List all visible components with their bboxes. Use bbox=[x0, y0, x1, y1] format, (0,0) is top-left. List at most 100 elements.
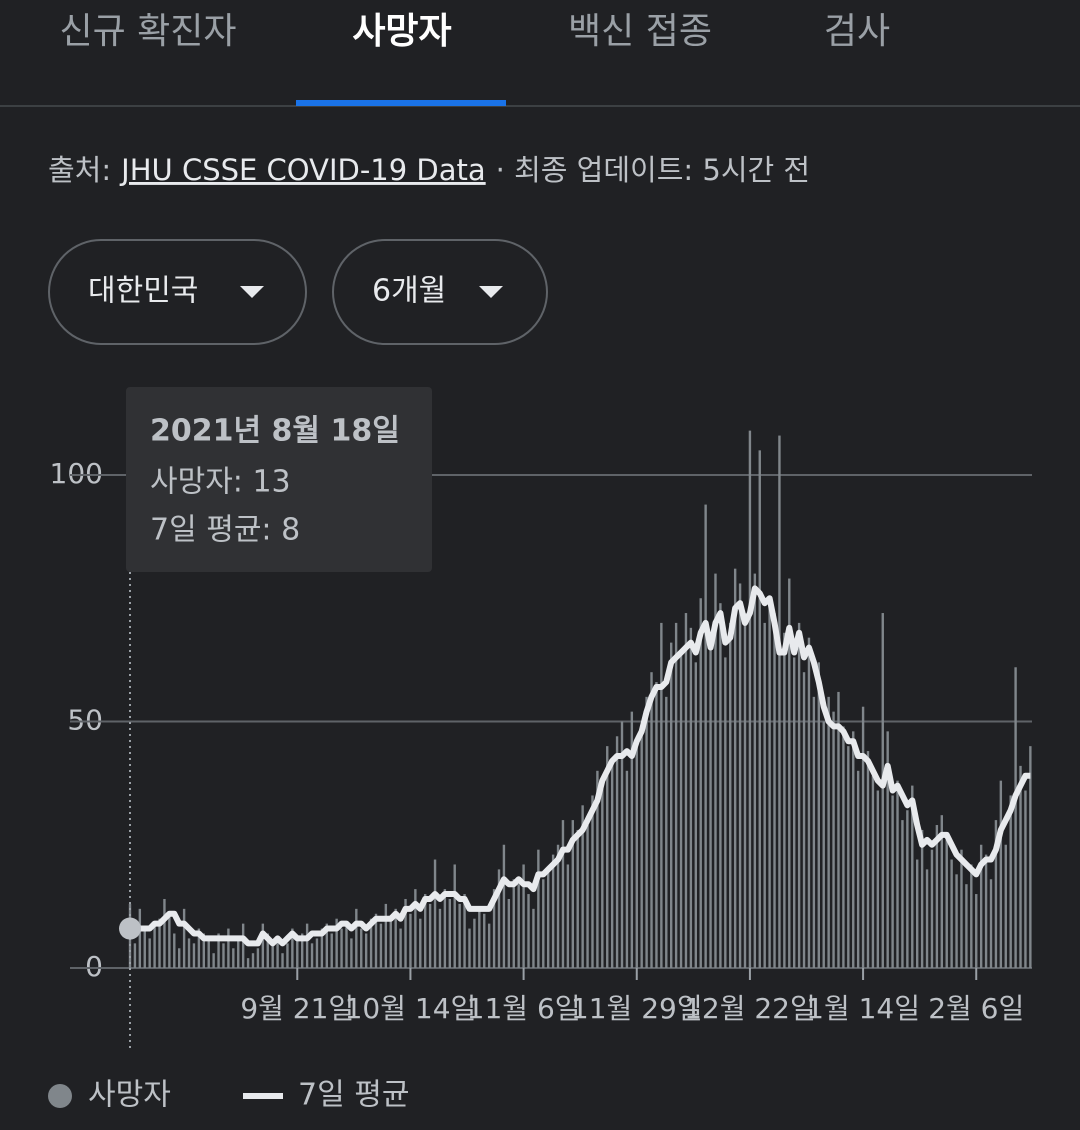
bar bbox=[979, 844, 983, 968]
bar bbox=[994, 820, 998, 968]
x-tick-label: 2월 6일 bbox=[928, 992, 1024, 1025]
source-link[interactable]: JHU CSSE COVID-19 Data bbox=[119, 153, 486, 187]
bar bbox=[581, 805, 584, 968]
bar bbox=[650, 672, 653, 968]
bar bbox=[881, 613, 884, 968]
bar bbox=[630, 711, 634, 968]
dropdown-label[interactable]: 대한민국 bbox=[88, 274, 198, 309]
bar bbox=[320, 928, 324, 968]
bar bbox=[743, 613, 747, 968]
bar bbox=[433, 859, 437, 968]
bar bbox=[399, 928, 402, 968]
bar bbox=[178, 948, 181, 968]
bar bbox=[625, 770, 629, 968]
bar bbox=[296, 938, 299, 968]
dropdown[interactable] bbox=[48, 239, 307, 345]
bar bbox=[871, 775, 875, 968]
bar bbox=[463, 894, 466, 968]
tab[interactable]: 백신 접종 bbox=[568, 11, 712, 52]
x-tick-label: 9월 21일 bbox=[240, 992, 354, 1025]
bar bbox=[251, 953, 255, 968]
hover-dot bbox=[119, 917, 141, 940]
legend-swatch bbox=[48, 1084, 72, 1108]
bar bbox=[301, 933, 304, 968]
bar bbox=[1004, 844, 1007, 968]
bar bbox=[173, 933, 176, 968]
tab[interactable]: 신규 확진자 bbox=[59, 11, 236, 52]
bar bbox=[724, 657, 727, 968]
bar bbox=[665, 696, 668, 968]
tab-indicator bbox=[296, 100, 506, 106]
bar bbox=[271, 943, 274, 968]
bar bbox=[487, 923, 491, 968]
bar bbox=[286, 943, 289, 968]
tooltip-date: 2021년 8월 18일 bbox=[150, 414, 400, 449]
bar bbox=[1009, 795, 1012, 968]
bar bbox=[364, 933, 368, 968]
bar bbox=[714, 573, 717, 968]
bar bbox=[374, 913, 378, 968]
bar bbox=[940, 815, 943, 968]
bar bbox=[379, 923, 383, 968]
x-tick-label: 10월 14일 bbox=[345, 992, 477, 1025]
bar bbox=[138, 908, 142, 968]
bar bbox=[793, 657, 796, 968]
legend-label: 7일 평균 bbox=[298, 1078, 409, 1113]
bar bbox=[133, 943, 137, 968]
bar bbox=[689, 627, 693, 968]
bar bbox=[655, 682, 658, 968]
bar bbox=[645, 696, 648, 968]
bar bbox=[1019, 765, 1022, 968]
bar bbox=[606, 746, 609, 968]
bar bbox=[576, 829, 579, 968]
bar bbox=[158, 918, 161, 968]
bar bbox=[163, 898, 166, 968]
bar bbox=[227, 928, 230, 968]
tab[interactable]: 검사 bbox=[824, 11, 890, 52]
bar bbox=[615, 736, 619, 968]
bar bbox=[989, 879, 993, 968]
bar bbox=[148, 938, 151, 968]
tooltip-line: 사망자: 13 bbox=[150, 465, 291, 500]
bar bbox=[920, 829, 924, 968]
y-tick-label: 100 bbox=[50, 457, 103, 490]
bar bbox=[960, 849, 963, 968]
bar bbox=[975, 894, 978, 968]
tab-active[interactable]: 사망자 bbox=[352, 11, 451, 52]
bar bbox=[512, 879, 515, 968]
dropdown[interactable] bbox=[332, 239, 548, 345]
bar bbox=[827, 696, 830, 968]
bar bbox=[852, 731, 855, 968]
bar bbox=[694, 662, 697, 968]
bar bbox=[237, 938, 240, 968]
bar bbox=[901, 820, 904, 968]
bar bbox=[674, 622, 678, 968]
bar bbox=[566, 864, 570, 968]
bar bbox=[788, 578, 791, 968]
bar bbox=[591, 795, 594, 968]
bar bbox=[551, 854, 555, 968]
bar bbox=[1014, 667, 1017, 968]
bar bbox=[763, 622, 766, 968]
bar bbox=[930, 849, 934, 968]
bar bbox=[232, 948, 235, 968]
bar bbox=[778, 435, 781, 968]
bar bbox=[502, 844, 506, 968]
bar bbox=[369, 918, 373, 968]
bar bbox=[729, 622, 732, 968]
bar bbox=[182, 908, 186, 968]
bar bbox=[340, 928, 343, 968]
dropdown-label[interactable]: 6개월 bbox=[372, 274, 446, 309]
bar bbox=[955, 874, 958, 968]
legend: 사망자 7일 평균 bbox=[48, 1078, 409, 1113]
bar bbox=[768, 603, 771, 968]
bar bbox=[719, 603, 722, 968]
bar bbox=[414, 889, 417, 968]
bar bbox=[847, 746, 850, 968]
source-prefix: 출처: bbox=[48, 153, 111, 187]
bar bbox=[797, 622, 801, 968]
bar bbox=[935, 825, 939, 968]
x-tick-label: 11월 6일 bbox=[467, 992, 581, 1025]
bar bbox=[586, 825, 589, 968]
